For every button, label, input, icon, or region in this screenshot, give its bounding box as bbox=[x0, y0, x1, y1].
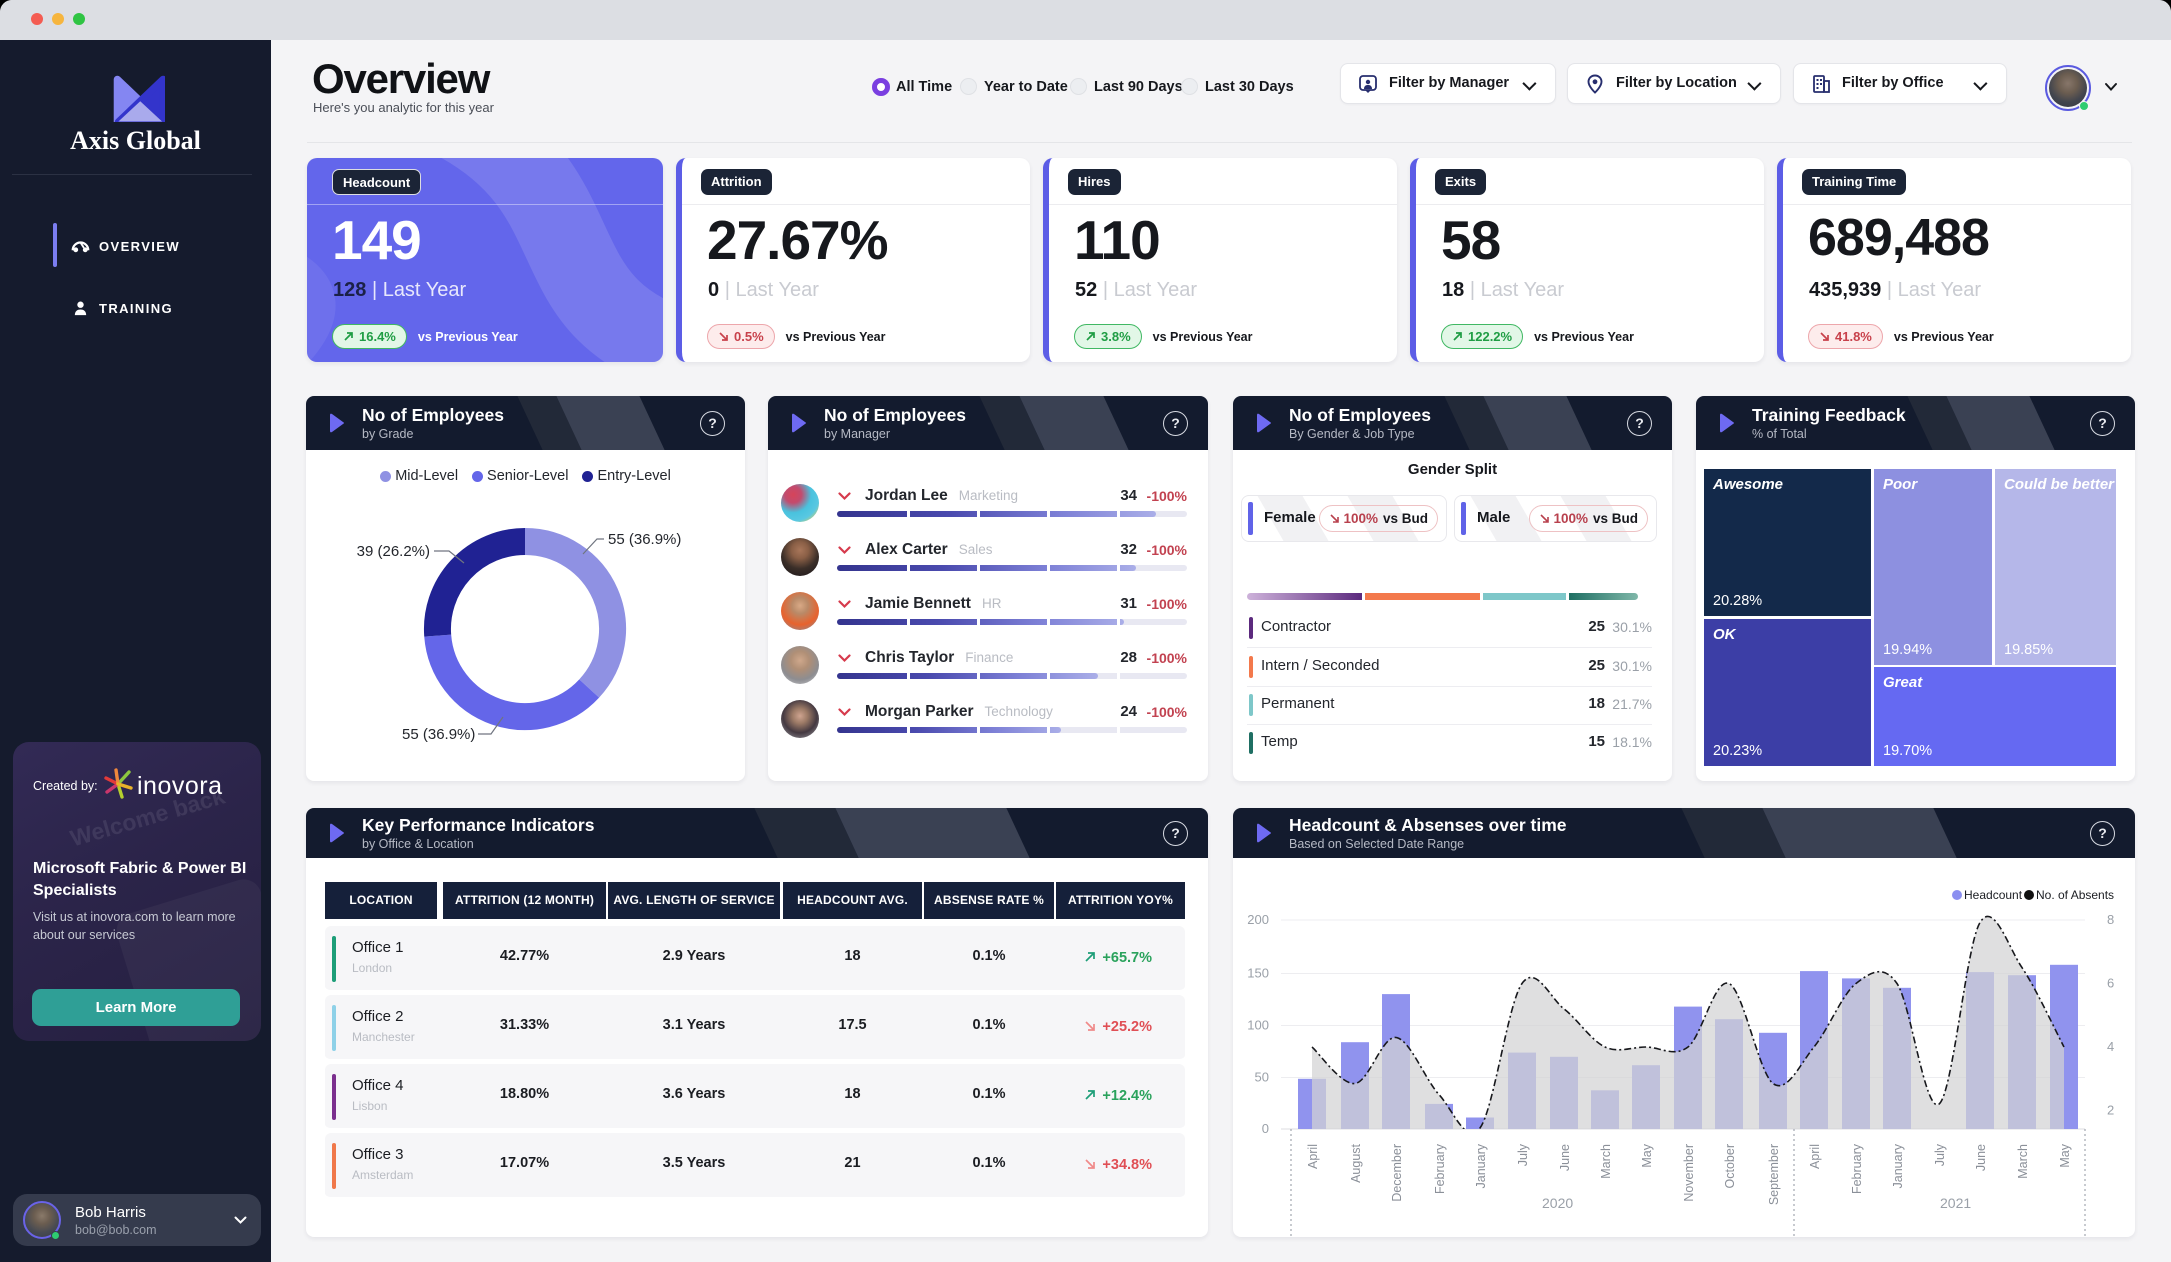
svg-text:June: June bbox=[1558, 1144, 1572, 1171]
svg-text:January: January bbox=[1474, 1143, 1488, 1188]
svg-text:November: November bbox=[1682, 1144, 1696, 1202]
svg-text:2: 2 bbox=[2107, 1103, 2114, 1118]
svg-text:150: 150 bbox=[1247, 966, 1269, 981]
svg-text:50: 50 bbox=[1255, 1070, 1269, 1085]
svg-text:6: 6 bbox=[2107, 976, 2114, 991]
svg-text:55 (36.9%): 55 (36.9%) bbox=[402, 726, 475, 743]
svg-text:0: 0 bbox=[1262, 1121, 1269, 1136]
svg-text:May: May bbox=[2058, 1143, 2072, 1167]
svg-text:April: April bbox=[1808, 1144, 1822, 1169]
svg-text:February: February bbox=[1433, 1143, 1447, 1194]
svg-text:December: December bbox=[1390, 1144, 1404, 1202]
svg-text:Headcount: Headcount bbox=[1964, 888, 2023, 902]
svg-text:October: October bbox=[1723, 1144, 1737, 1188]
svg-text:55 (36.9%): 55 (36.9%) bbox=[608, 531, 681, 548]
svg-text:April: April bbox=[1306, 1144, 1320, 1169]
svg-text:February: February bbox=[1850, 1143, 1864, 1194]
svg-text:September: September bbox=[1767, 1144, 1781, 1205]
svg-text:200: 200 bbox=[1247, 912, 1269, 927]
svg-text:100: 100 bbox=[1247, 1018, 1269, 1033]
svg-text:July: July bbox=[1516, 1143, 1530, 1166]
svg-text:January: January bbox=[1891, 1143, 1905, 1188]
svg-text:No. of Absents: No. of Absents bbox=[2036, 888, 2114, 902]
svg-text:March: March bbox=[1599, 1144, 1613, 1179]
svg-text:August: August bbox=[1349, 1143, 1363, 1182]
svg-text:March: March bbox=[2016, 1144, 2030, 1179]
svg-text:June: June bbox=[1974, 1144, 1988, 1171]
svg-text:2021: 2021 bbox=[1940, 1195, 1971, 1211]
svg-text:2020: 2020 bbox=[1542, 1195, 1573, 1211]
svg-text:July: July bbox=[1933, 1143, 1947, 1166]
svg-text:39 (26.2%): 39 (26.2%) bbox=[357, 543, 430, 560]
svg-text:4: 4 bbox=[2107, 1039, 2114, 1054]
svg-text:May: May bbox=[1640, 1143, 1654, 1167]
svg-text:8: 8 bbox=[2107, 912, 2114, 927]
